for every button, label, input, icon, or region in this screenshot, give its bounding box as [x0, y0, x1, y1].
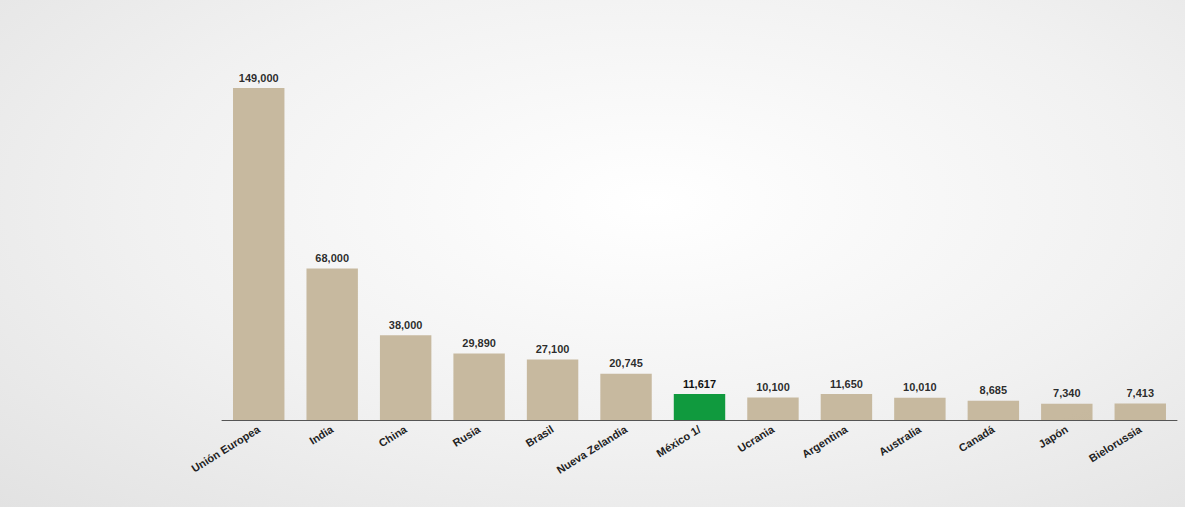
svg-text:7,413: 7,413	[1127, 387, 1155, 399]
svg-text:29,890: 29,890	[462, 337, 496, 349]
svg-text:Japón: Japón	[1036, 423, 1070, 450]
svg-text:México 1/: México 1/	[654, 423, 702, 459]
svg-text:11,650: 11,650	[830, 378, 863, 390]
svg-text:Canadá: Canadá	[956, 422, 997, 454]
svg-text:Rusia: Rusia	[451, 422, 484, 449]
svg-text:Argentina: Argentina	[800, 422, 851, 460]
svg-text:Ucrania: Ucrania	[736, 422, 777, 454]
svg-text:Nueva Zelandia: Nueva Zelandia	[554, 422, 630, 475]
svg-text:China: China	[377, 422, 410, 449]
svg-text:8,685: 8,685	[980, 384, 1008, 396]
svg-text:68,000: 68,000	[315, 252, 349, 264]
svg-text:149,000: 149,000	[239, 72, 279, 84]
svg-text:Bielorussia: Bielorussia	[1087, 422, 1144, 464]
svg-text:Unión Europea: Unión Europea	[189, 422, 262, 474]
svg-text:20,745: 20,745	[609, 357, 643, 369]
svg-text:India: India	[307, 422, 336, 446]
svg-text:11,617: 11,617	[683, 378, 716, 390]
svg-text:27,100: 27,100	[536, 343, 570, 355]
svg-text:10,100: 10,100	[756, 381, 790, 393]
svg-text:10,010: 10,010	[903, 381, 937, 393]
svg-text:38,000: 38,000	[389, 319, 423, 331]
svg-text:Australia: Australia	[877, 422, 924, 458]
svg-text:Brasil: Brasil	[523, 423, 555, 449]
svg-text:7,340: 7,340	[1053, 387, 1081, 399]
